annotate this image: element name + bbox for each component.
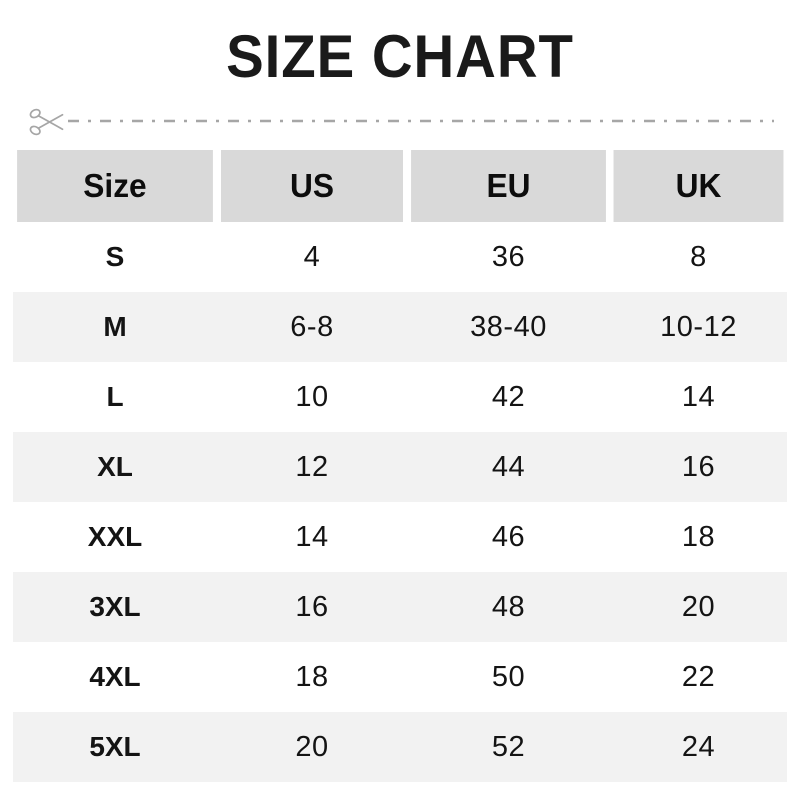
- cell-eu: 44: [407, 432, 610, 502]
- table-row: XL 12 44 16: [13, 432, 787, 502]
- scissors-icon: [29, 108, 64, 136]
- cell-size: 3XL: [13, 572, 217, 642]
- cell-size: 4XL: [13, 642, 217, 712]
- cell-us: 14: [217, 502, 407, 572]
- cell-us: 20: [217, 712, 407, 782]
- column-header-uk: UK: [613, 150, 784, 222]
- cell-us: 6-8: [217, 292, 407, 362]
- table-row: 5XL 20 52 24: [13, 712, 787, 782]
- table-row: M 6-8 38-40 10-12: [13, 292, 787, 362]
- column-header-us: US: [220, 150, 404, 222]
- column-header-eu: EU: [411, 150, 606, 222]
- cell-eu: 38-40: [407, 292, 610, 362]
- cell-size: M: [13, 292, 217, 362]
- dashed-cut-line: [68, 119, 774, 123]
- cell-us: 12: [217, 432, 407, 502]
- cell-eu: 42: [407, 362, 610, 432]
- cell-eu: 36: [407, 222, 610, 292]
- table-row: S 4 36 8: [13, 222, 787, 292]
- cell-size: 5XL: [13, 712, 217, 782]
- cell-us: 10: [217, 362, 407, 432]
- cell-uk: 18: [610, 502, 787, 572]
- cell-us: 16: [217, 572, 407, 642]
- table-body: S 4 36 8 M 6-8 38-40 10-12 L 10 42 14 XL…: [13, 222, 787, 782]
- table-row: L 10 42 14: [13, 362, 787, 432]
- column-header-size: Size: [17, 150, 213, 222]
- cell-uk: 24: [610, 712, 787, 782]
- cell-us: 18: [217, 642, 407, 712]
- table-header-row: Size US EU UK: [13, 150, 787, 222]
- table-row: 4XL 18 50 22: [13, 642, 787, 712]
- cut-line: [22, 104, 778, 140]
- cell-uk: 14: [610, 362, 787, 432]
- cell-uk: 16: [610, 432, 787, 502]
- cell-us: 4: [217, 222, 407, 292]
- cell-eu: 46: [407, 502, 610, 572]
- cell-size: L: [13, 362, 217, 432]
- cell-uk: 20: [610, 572, 787, 642]
- cell-size: XXL: [13, 502, 217, 572]
- cell-size: S: [13, 222, 217, 292]
- table-row: XXL 14 46 18: [13, 502, 787, 572]
- cell-uk: 10-12: [610, 292, 787, 362]
- cell-eu: 50: [407, 642, 610, 712]
- cell-eu: 48: [407, 572, 610, 642]
- cell-size: XL: [13, 432, 217, 502]
- page-title: SIZE CHART: [226, 23, 574, 90]
- table-header: Size US EU UK: [13, 150, 787, 222]
- table-row: 3XL 16 48 20: [13, 572, 787, 642]
- size-chart-table: Size US EU UK S 4 36 8 M 6-8 38-40 10-12…: [13, 150, 787, 782]
- cell-uk: 8: [610, 222, 787, 292]
- cell-uk: 22: [610, 642, 787, 712]
- cell-eu: 52: [407, 712, 610, 782]
